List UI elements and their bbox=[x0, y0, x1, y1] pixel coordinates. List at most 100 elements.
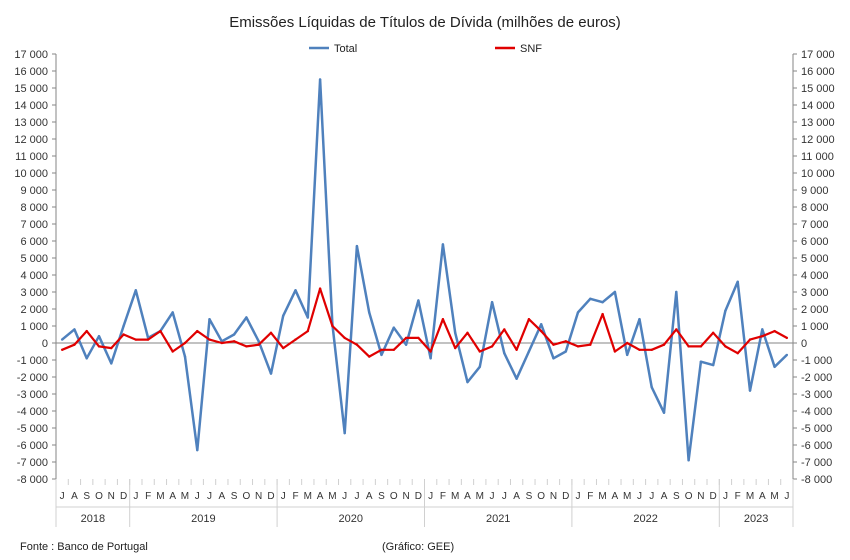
month-label: A bbox=[317, 491, 324, 502]
data-point-snf bbox=[761, 335, 764, 338]
data-point-snf bbox=[785, 336, 789, 340]
data-point-snf bbox=[220, 341, 224, 345]
data-point-snf bbox=[699, 345, 703, 348]
y-tick-label: -4 000 bbox=[17, 406, 48, 418]
month-label: M bbox=[451, 491, 459, 502]
y-tick-label-right: 16 000 bbox=[801, 66, 835, 78]
y-axis-left-ticks: 17 000 16 000 15 000 14 000 13 000 12 000 11 0… bbox=[14, 49, 56, 486]
month-label: M bbox=[623, 491, 631, 502]
data-point-snf bbox=[466, 331, 469, 334]
month-label: M bbox=[156, 491, 164, 502]
data-point-total bbox=[773, 365, 776, 368]
data-point-total bbox=[269, 372, 273, 375]
source-note: Fonte : Banco de Portugal bbox=[20, 541, 148, 553]
month-label: F bbox=[735, 491, 741, 502]
y-tick-label-right: 10 000 bbox=[801, 168, 835, 180]
month-label: M bbox=[304, 491, 312, 502]
data-point-snf bbox=[404, 336, 408, 340]
month-label: A bbox=[169, 491, 176, 502]
data-point-snf bbox=[564, 340, 567, 343]
data-point-total bbox=[564, 350, 567, 353]
data-point-total bbox=[601, 301, 604, 304]
month-label: S bbox=[83, 491, 90, 502]
data-point-total bbox=[85, 357, 88, 360]
month-label: A bbox=[218, 491, 225, 502]
y-tick-label: 16 000 bbox=[14, 66, 48, 78]
data-point-snf bbox=[638, 348, 641, 351]
data-point-snf bbox=[490, 345, 494, 348]
month-label: N bbox=[255, 491, 262, 502]
y-tick-label: -3 000 bbox=[17, 389, 48, 401]
chart-title: Emissões Líquidas de Títulos de Dívida (… bbox=[229, 14, 621, 31]
data-point-snf bbox=[343, 336, 346, 340]
y-tick-label-right: 0 bbox=[801, 338, 807, 350]
data-point-snf bbox=[269, 331, 273, 334]
data-point-total bbox=[589, 297, 592, 300]
data-point-snf bbox=[576, 345, 580, 348]
data-point-snf bbox=[355, 343, 359, 346]
year-label: 2021 bbox=[486, 513, 510, 525]
data-point-snf bbox=[73, 343, 76, 346]
data-point-total bbox=[392, 326, 395, 329]
month-label: N bbox=[402, 491, 409, 502]
y-tick-label-right: 15 000 bbox=[801, 83, 835, 95]
y-tick-label-right: 5 000 bbox=[801, 253, 829, 265]
month-label: M bbox=[598, 491, 606, 502]
data-point-snf bbox=[380, 348, 383, 351]
y-axis-right-ticks: 17 000 16 000 15 000 14 000 13 000 12 000 11 0… bbox=[793, 49, 835, 486]
data-point-snf bbox=[589, 343, 592, 346]
data-point-total bbox=[60, 338, 64, 341]
month-label: S bbox=[378, 491, 385, 502]
data-point-snf bbox=[97, 345, 101, 348]
month-label: M bbox=[770, 491, 778, 502]
y-tick-label: 3 000 bbox=[20, 287, 48, 299]
y-tick-label: 14 000 bbox=[14, 100, 48, 112]
month-label: D bbox=[710, 491, 717, 502]
data-point-total bbox=[490, 301, 494, 304]
data-point-total bbox=[687, 459, 690, 462]
y-tick-label-right: -4 000 bbox=[801, 406, 832, 418]
month-label: F bbox=[292, 491, 298, 502]
month-label: D bbox=[562, 491, 569, 502]
month-label: O bbox=[537, 491, 545, 502]
month-label: F bbox=[587, 491, 593, 502]
month-label: N bbox=[697, 491, 704, 502]
data-point-total bbox=[257, 340, 260, 343]
month-label: O bbox=[243, 491, 251, 502]
data-point-snf bbox=[478, 350, 481, 353]
month-label: M bbox=[328, 491, 336, 502]
year-label: 2022 bbox=[633, 513, 657, 525]
y-tick-label-right: -5 000 bbox=[801, 423, 832, 435]
data-point-total bbox=[208, 318, 211, 321]
month-label: J bbox=[195, 491, 200, 502]
data-point-total bbox=[196, 448, 199, 452]
y-tick-label-right: 8 000 bbox=[801, 202, 829, 214]
data-point-total bbox=[736, 280, 739, 283]
data-point-snf bbox=[134, 338, 138, 341]
y-tick-label: 2 000 bbox=[20, 304, 48, 316]
month-label: M bbox=[476, 491, 484, 502]
y-tick-label-right: -7 000 bbox=[801, 457, 832, 469]
month-label: D bbox=[415, 491, 422, 502]
y-tick-label: -6 000 bbox=[17, 440, 48, 452]
credit-note: (Gráfico: GEE) bbox=[382, 541, 454, 553]
data-point-snf bbox=[60, 348, 64, 351]
y-tick-label: -1 000 bbox=[17, 355, 48, 367]
data-point-snf bbox=[146, 338, 150, 341]
month-label: J bbox=[502, 491, 507, 502]
data-point-snf bbox=[625, 341, 629, 345]
data-point-snf bbox=[122, 333, 125, 336]
year-label: 2023 bbox=[744, 513, 768, 525]
y-tick-label-right: 3 000 bbox=[801, 287, 829, 299]
y-tick-label-right: -6 000 bbox=[801, 440, 832, 452]
data-point-total bbox=[171, 311, 174, 314]
series-line-total bbox=[61, 78, 788, 462]
y-tick-label-right: 7 000 bbox=[801, 219, 829, 231]
year-label: 2019 bbox=[191, 513, 215, 525]
data-point-snf bbox=[650, 348, 653, 351]
data-point-total bbox=[306, 316, 310, 319]
data-point-snf bbox=[711, 331, 715, 334]
y-tick-label-right: -3 000 bbox=[801, 389, 832, 401]
y-tick-label: -7 000 bbox=[17, 457, 48, 469]
